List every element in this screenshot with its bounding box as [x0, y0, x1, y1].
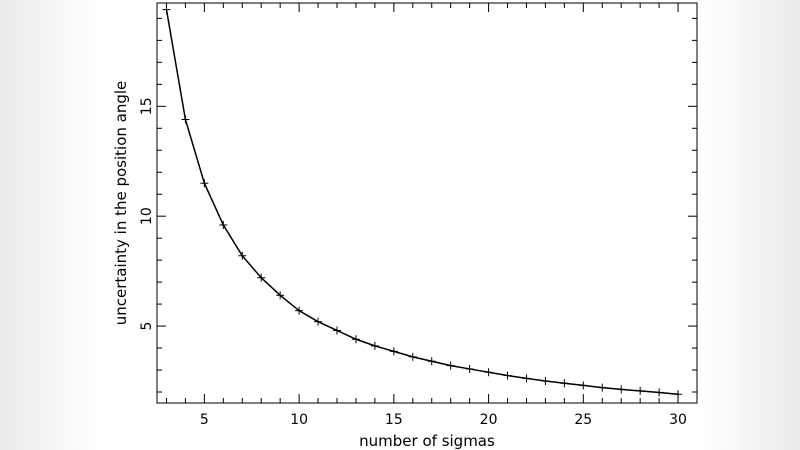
- y-tick-label: 15: [139, 97, 155, 115]
- data-point: [276, 291, 285, 300]
- data-point: [370, 341, 379, 350]
- data-point: [333, 326, 341, 335]
- y-axis-label: uncertainty in the position angle: [112, 81, 130, 326]
- data-point: [427, 357, 436, 366]
- x-axis-label: number of sigmas: [359, 432, 495, 450]
- data-point: [541, 377, 550, 386]
- data-point: [200, 179, 209, 188]
- x-tick-label: 15: [385, 412, 403, 428]
- data-point: [503, 371, 512, 380]
- x-tick-label: 5: [200, 412, 209, 428]
- series-line: [165, 9, 679, 395]
- plot-frame: [156, 2, 698, 404]
- x-tick-label: 10: [290, 412, 308, 428]
- data-point: [674, 390, 683, 399]
- data-point: [162, 5, 171, 14]
- series-markers: [162, 5, 683, 399]
- data-point: [257, 273, 266, 282]
- data-point: [219, 220, 228, 229]
- data-point: [181, 115, 190, 124]
- right-margin: [700, 0, 800, 450]
- x-tick-label: 25: [574, 412, 592, 428]
- data-point: [522, 374, 531, 383]
- data-point: [560, 379, 569, 388]
- data-point: [389, 347, 398, 356]
- y-tick-label: 10: [139, 207, 155, 225]
- data-point: [351, 335, 360, 344]
- left-margin: [0, 0, 100, 450]
- data-point: [617, 385, 626, 394]
- data-point: [579, 381, 588, 390]
- x-tick-label: 30: [669, 412, 687, 428]
- data-point: [598, 383, 607, 392]
- data-point: [484, 368, 493, 377]
- data-point: [636, 386, 645, 395]
- data-point: [655, 388, 664, 397]
- y-tick-label: 5: [139, 322, 155, 331]
- data-point: [314, 317, 323, 326]
- data-point: [408, 352, 417, 361]
- data-point: [465, 364, 474, 373]
- axis-ticks: [157, 3, 698, 403]
- x-tick-label: 20: [480, 412, 498, 428]
- data-point: [446, 361, 455, 370]
- tick-labels: 5 10 15 20 25 30 5 10 15: [139, 97, 687, 428]
- data-point: [238, 251, 247, 260]
- data-point: [295, 306, 304, 315]
